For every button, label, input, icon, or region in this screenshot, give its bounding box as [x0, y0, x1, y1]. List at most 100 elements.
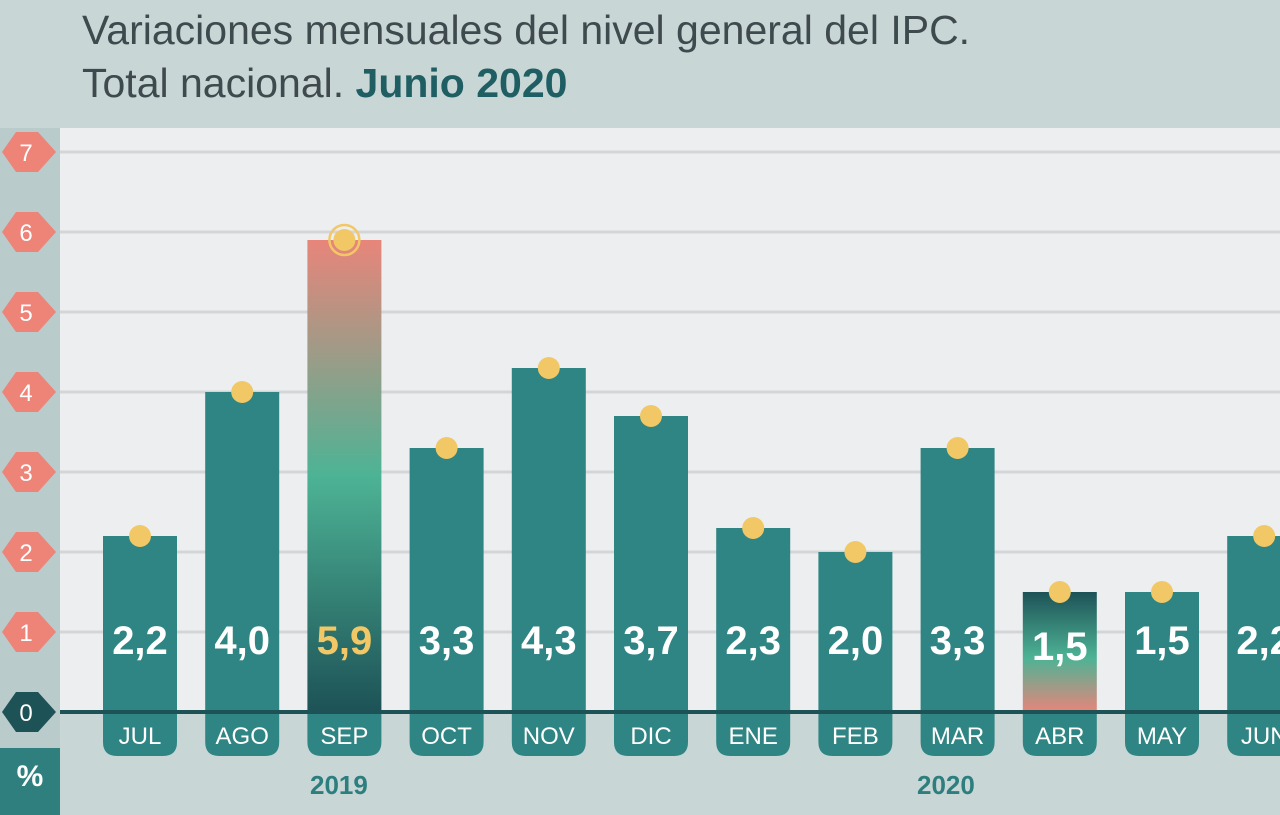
- category-tab: [409, 712, 484, 756]
- y-tick: 0: [2, 692, 56, 732]
- unit-label: %: [0, 748, 60, 815]
- category-label: MAY: [1137, 723, 1187, 750]
- bar: [1022, 592, 1097, 712]
- data-point: [435, 437, 458, 459]
- chart-title: Variaciones mensuales del nivel general …: [82, 4, 1232, 110]
- category-tab: [1227, 712, 1280, 756]
- y-tick-marker: [2, 372, 56, 412]
- y-tick-marker: [2, 692, 56, 732]
- category-label: JUN: [1241, 723, 1280, 750]
- category-tab: [307, 712, 382, 756]
- category-tab: [1022, 712, 1097, 756]
- category-tab: [1125, 712, 1199, 756]
- y-tick-marker: [2, 532, 56, 572]
- data-point: [537, 357, 560, 379]
- bar: [818, 552, 893, 712]
- y-tick-marker: [2, 292, 56, 332]
- bar: [920, 448, 995, 712]
- value-label: 2,2: [112, 619, 168, 663]
- data-point: [844, 541, 867, 563]
- y-tick: 3: [2, 452, 56, 492]
- value-label: 5,9: [317, 619, 373, 663]
- value-label: 4,3: [521, 619, 577, 663]
- category-tab: [614, 712, 688, 756]
- y-tick-label: 7: [19, 140, 32, 167]
- bar: [1227, 536, 1280, 712]
- category-label: ENE: [729, 723, 778, 750]
- category-tab: [103, 712, 177, 756]
- year-label-2020: 2020: [917, 770, 975, 800]
- y-tick: 2: [2, 532, 56, 572]
- bar: [307, 240, 382, 712]
- y-tick-label: 4: [19, 380, 32, 407]
- y-tick-label: 6: [19, 220, 32, 247]
- y-tick-marker: [2, 452, 56, 492]
- category-label: AGO: [216, 723, 269, 750]
- bar-group: ENE 2,3: [716, 517, 791, 756]
- year-label-2019: 2019: [310, 770, 368, 800]
- category-label: ABR: [1035, 723, 1084, 750]
- y-tick-marker: [2, 612, 56, 652]
- data-point: [231, 381, 254, 403]
- category-label: SEP: [320, 723, 368, 750]
- category-tab: [205, 712, 280, 756]
- bar: [614, 416, 688, 712]
- bar-group: MAR 3,3: [920, 437, 995, 756]
- category-label: JUL: [119, 723, 162, 750]
- title-line2: Total nacional.: [82, 60, 356, 106]
- bar: [716, 528, 791, 712]
- data-point: [640, 405, 662, 427]
- y-tick: 1: [2, 612, 56, 652]
- bar-group: JUN 2,2: [1227, 525, 1280, 756]
- y-tick-label: 5: [19, 300, 32, 327]
- value-label: 2,0: [828, 619, 884, 663]
- value-label: 1,5: [1032, 625, 1088, 669]
- y-tick-marker: [2, 212, 56, 252]
- value-label: 2,2: [1236, 619, 1280, 663]
- data-point: [1048, 581, 1071, 603]
- value-label: 2,3: [725, 619, 781, 663]
- value-label: 3,3: [419, 619, 475, 663]
- y-tick-marker: [2, 132, 56, 172]
- bar-group: OCT 3,3: [409, 437, 484, 756]
- data-point: [333, 229, 356, 251]
- value-label: 1,5: [1134, 619, 1190, 663]
- bar-group: AGO 4,0: [205, 381, 280, 756]
- bar: [409, 448, 484, 712]
- category-label: OCT: [421, 723, 472, 750]
- bar-group: JUL 2,2: [103, 525, 177, 756]
- category-label: FEB: [832, 723, 879, 750]
- category-label: DIC: [630, 723, 671, 750]
- bar: [511, 368, 586, 712]
- value-label: 4,0: [214, 619, 270, 663]
- data-point: [129, 525, 151, 547]
- category-tab: [920, 712, 995, 756]
- bar-group: ABR 1,5: [1022, 581, 1097, 756]
- bar-group: SEP 5,9: [307, 223, 382, 756]
- category-tab: [818, 712, 893, 756]
- y-tick-label: 2: [19, 540, 32, 567]
- y-tick: 4: [2, 372, 56, 412]
- y-tick: 7: [2, 132, 56, 172]
- y-tick-label: 0: [19, 700, 32, 727]
- bar: [1125, 592, 1199, 712]
- y-tick-label: 1: [19, 620, 32, 647]
- data-point: [1253, 525, 1276, 547]
- value-label: 3,7: [623, 619, 679, 663]
- category-tab: [511, 712, 586, 756]
- category-tab: [716, 712, 791, 756]
- bar: [205, 392, 280, 712]
- category-label: MAR: [931, 723, 984, 750]
- y-tick: 6: [2, 212, 56, 252]
- y-tick-label: 3: [19, 460, 32, 487]
- highlight-ring: [328, 223, 361, 257]
- bar-group: FEB 2,0: [818, 541, 893, 756]
- bar: [103, 536, 177, 712]
- bar-group: MAY 1,5: [1125, 581, 1199, 756]
- data-point: [1151, 581, 1173, 603]
- bar-group: NOV 4,3: [511, 357, 586, 756]
- title-line1: Variaciones mensuales del nivel general …: [82, 7, 971, 53]
- data-point: [946, 437, 969, 459]
- category-label: NOV: [523, 723, 575, 750]
